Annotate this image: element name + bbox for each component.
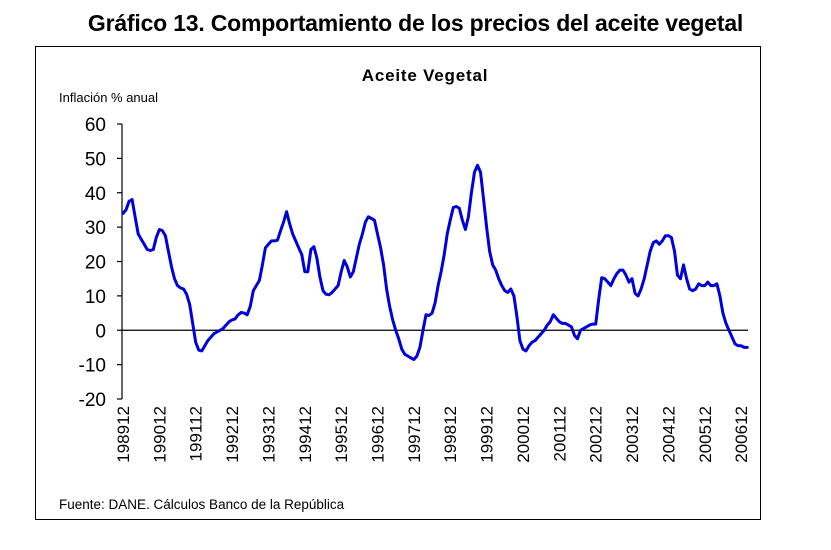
x-axis: 198912 199012 199112 199212 199312 199412 1995…: [114, 406, 751, 463]
x-tick-label: 199612: [369, 406, 388, 463]
y-tick-label: -10: [79, 356, 106, 377]
x-tick-label: 199812: [441, 406, 460, 463]
chart-title: Aceite Vegetal: [362, 66, 488, 85]
y-tick-label: -20: [79, 390, 106, 411]
x-tick-label: 199912: [478, 406, 497, 463]
x-tick-label: 200212: [587, 406, 606, 463]
x-tick-label: 200112: [550, 406, 569, 461]
y-axis-label: Inflación % anual: [59, 90, 158, 105]
y-tick-label: 20: [85, 253, 106, 274]
x-tick-label: 199412: [296, 406, 315, 463]
x-tick-label: 200612: [732, 406, 751, 463]
chart-frame: [35, 46, 761, 520]
x-tick-label: 200012: [514, 406, 533, 463]
y-tick-label: 0: [95, 321, 106, 342]
x-tick-label: 199112: [187, 406, 206, 461]
series-line-aceite-vegetal: [121, 163, 749, 361]
page-title: Gráfico 13. Comportamiento de los precio…: [87, 10, 744, 36]
x-tick-label: 199512: [332, 406, 351, 463]
x-tick-label: 199212: [223, 406, 242, 463]
y-tick-label: 10: [85, 287, 106, 308]
x-tick-label: 198912: [114, 406, 133, 463]
y-tick-label: 40: [85, 184, 106, 205]
x-tick-label: 199012: [150, 406, 169, 463]
x-tick-label: 200412: [659, 406, 678, 463]
x-tick-label: 199712: [405, 406, 424, 463]
y-tick-label: 30: [85, 218, 106, 239]
y-tick-label: 50: [85, 149, 106, 170]
x-tick-label: 200512: [696, 406, 715, 463]
x-tick-label: 199312: [259, 406, 278, 463]
series-aceite-vegetal: [121, 163, 749, 361]
y-tick-label: 60: [85, 115, 106, 136]
source-note: Fuente: DANE. Cálculos Banco de la Repúb…: [59, 497, 345, 512]
x-tick-label: 200312: [623, 406, 642, 463]
y-axis: 60 50 40 30 20 10 0 -10 -20: [79, 115, 748, 411]
